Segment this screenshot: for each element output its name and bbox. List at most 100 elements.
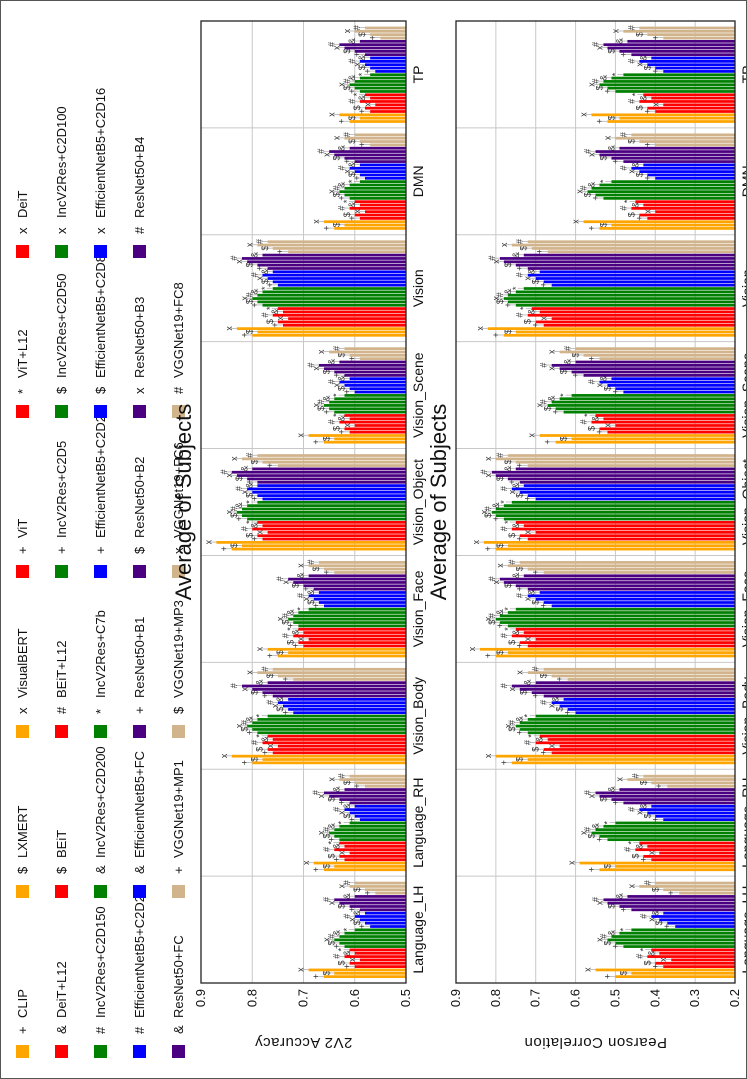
bar-marker: & xyxy=(332,930,342,936)
bar xyxy=(519,721,735,725)
bar xyxy=(591,420,735,424)
bar-marker: x xyxy=(316,349,326,354)
bar-marker: x xyxy=(523,529,533,534)
legend-label: VGGNet19+MP3 xyxy=(171,600,186,698)
bar xyxy=(339,360,406,364)
bar-marker: + xyxy=(531,322,541,327)
bar-marker: # xyxy=(326,42,336,47)
bar-marker: # xyxy=(487,613,497,618)
bar-marker: + xyxy=(515,643,525,648)
bar-marker: $ xyxy=(337,960,347,965)
bar xyxy=(651,915,735,918)
bar xyxy=(663,888,735,892)
bar xyxy=(267,714,406,718)
bar-marker: + xyxy=(352,175,362,180)
bar xyxy=(519,728,735,731)
bar-marker: $ xyxy=(503,262,513,267)
bar xyxy=(354,951,406,955)
x-tick-label: Vision_Face xyxy=(739,570,746,647)
bar xyxy=(308,434,406,437)
legend-label: EfficientNetB5+C2D2 xyxy=(93,415,108,538)
x-tick-label: Vision_Scene xyxy=(739,352,746,438)
bar-marker: $ xyxy=(347,172,357,177)
legend-marker: $ xyxy=(171,706,186,714)
bar xyxy=(667,784,735,788)
bar-marker: x xyxy=(658,957,668,962)
bar xyxy=(595,828,735,832)
bar-marker: & xyxy=(630,162,640,168)
bar-marker: x xyxy=(579,830,589,835)
legend-label: IncV2Res+C2D100 xyxy=(54,106,69,218)
bar-marker: # xyxy=(352,25,362,30)
bar xyxy=(571,437,735,441)
bar xyxy=(324,440,406,444)
bar xyxy=(349,801,406,805)
bar-marker: # xyxy=(255,239,265,244)
bar-marker: x xyxy=(527,432,537,437)
bar-marker: # xyxy=(250,740,260,745)
bar-marker: # xyxy=(321,847,331,852)
bar xyxy=(539,591,736,594)
bar-marker: $ xyxy=(342,813,352,818)
bar xyxy=(339,941,406,945)
bar-marker: + xyxy=(301,586,311,591)
bar xyxy=(293,634,406,638)
x-tick-label: Language_RH xyxy=(410,778,426,868)
bar-marker: * xyxy=(255,734,265,738)
bar xyxy=(308,607,406,611)
legend-label: EfficientNetB5+C2D24 xyxy=(132,888,147,1018)
bar xyxy=(663,911,735,915)
bar-marker: # xyxy=(260,312,270,317)
bar xyxy=(551,363,736,367)
bar-marker: $ xyxy=(650,887,660,892)
bar xyxy=(272,287,406,290)
bar xyxy=(272,751,406,755)
bar xyxy=(615,90,736,93)
bar xyxy=(607,938,736,942)
bar-marker: & xyxy=(614,38,624,44)
bar xyxy=(354,170,406,173)
bar-marker: + xyxy=(531,693,541,698)
bar-marker: # xyxy=(316,399,326,404)
bar xyxy=(359,357,406,361)
bar xyxy=(647,173,735,177)
bar-marker: + xyxy=(291,643,301,648)
bar xyxy=(619,905,736,908)
legend-label: IncV2Res+C2D50 xyxy=(54,274,69,378)
legend-swatch xyxy=(94,885,107,898)
bar xyxy=(359,90,406,93)
bar xyxy=(247,487,406,491)
bar xyxy=(247,724,406,728)
bar-marker: + xyxy=(642,175,652,180)
bar xyxy=(519,687,735,691)
bar xyxy=(257,671,406,675)
bar xyxy=(339,43,406,47)
bar-marker: $ xyxy=(531,600,541,605)
bar xyxy=(551,751,736,755)
bar-marker: & xyxy=(503,289,513,295)
bar-marker: $ xyxy=(495,650,505,655)
legend-swatch xyxy=(172,565,185,578)
legend-marker: # xyxy=(54,706,69,714)
bar xyxy=(651,804,735,808)
bar xyxy=(595,414,735,417)
bar-marker: $ xyxy=(352,887,362,892)
bar xyxy=(631,971,735,975)
bar xyxy=(344,156,406,160)
bar-marker: * xyxy=(559,393,569,397)
bar xyxy=(527,671,735,675)
bar-marker: x xyxy=(255,646,265,651)
bar-marker: # xyxy=(326,934,336,939)
bar xyxy=(551,674,736,678)
bar-marker: + xyxy=(515,266,525,271)
bar xyxy=(527,313,735,317)
bar xyxy=(511,634,735,638)
bar xyxy=(365,63,406,67)
bar-marker: # xyxy=(618,165,628,170)
bar xyxy=(344,414,406,417)
bar-marker: + xyxy=(555,676,565,681)
bar-marker: $ xyxy=(244,533,254,538)
bar-marker: x xyxy=(507,686,517,691)
bar xyxy=(262,537,406,541)
bar xyxy=(599,227,735,230)
